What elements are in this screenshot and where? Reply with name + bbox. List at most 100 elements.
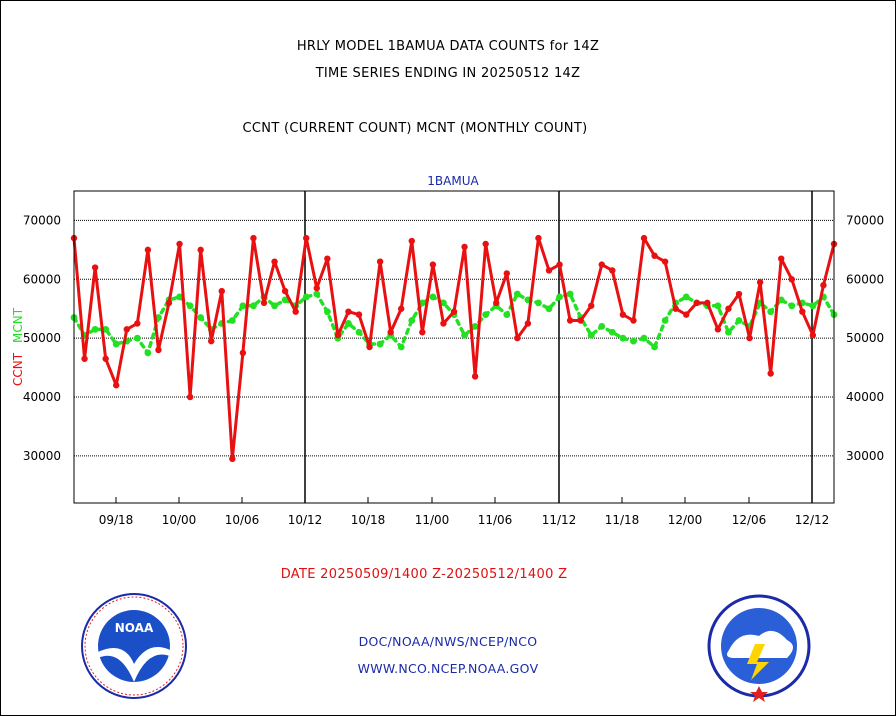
ccnt-point [588,302,595,309]
noaa-logo-text: NOAA [115,621,154,635]
mcnt-point [313,290,321,298]
ccnt-point [324,255,331,262]
ccnt-point [419,329,426,336]
ccnt-point [281,287,289,295]
date-range-label: DATE 20250509/1400 Z-20250512/1400 Z [280,567,568,582]
mcnt-point [482,311,490,319]
ccnt-point [598,261,605,268]
footer-org: DOC/NOAA/NWS/NCEP/NCO [358,634,538,649]
ccnt-point [398,305,405,312]
mcnt-point [302,293,310,301]
ccnt-point [440,320,447,327]
ccnt-point [134,320,141,327]
mcnt-point [471,322,479,330]
y-tick-label-right: 70000 [846,213,884,227]
ccnt-point [640,234,648,242]
y-tick-label-left: 70000 [23,213,61,227]
ccnt-point [366,343,373,351]
y-tick-label-right: 50000 [846,331,884,345]
mcnt-point [355,328,363,336]
x-tick-label: 11/12 [542,513,577,527]
mcnt-point [503,311,511,319]
ccnt-point [778,255,785,262]
mcnt-point [176,293,183,301]
ccnt-point [186,393,194,401]
mcnt-point [640,334,648,342]
mcnt-point [788,302,796,310]
mcnt-point [598,322,606,330]
mcnt-point [630,337,637,345]
ccnt-point [693,299,700,307]
ccnt-point [545,267,553,274]
x-tick-label: 10/18 [351,513,386,527]
ccnt-point [144,246,152,254]
mcnt-point [186,302,194,310]
ccnt-point [767,370,774,377]
mcnt-point [429,293,437,301]
mcnt-point [556,293,563,301]
ccnt-point [683,311,690,318]
ccnt-point [91,264,99,271]
mcnt-point [91,325,99,333]
x-tick-label: 11/18 [605,513,640,527]
ccnt-point [556,261,563,268]
nws-logo [707,594,811,702]
y-tick-label-left: 60000 [23,272,61,286]
ccnt-point [176,240,183,248]
mcnt-point [133,334,141,342]
ccnt-point [788,276,795,283]
x-tick-labels: 09/18 10/00 10/06 10/12 10/18 11/00 11/06 11/12… [99,497,829,527]
ccnt-point [619,311,627,318]
footer-url[interactable]: WWW.NCO.NCEP.NOAA.GOV [357,661,539,676]
mcnt-point [408,317,416,324]
chart-title: HRLY MODEL 1BAMUA DATA COUNTS for 14Z [296,39,600,54]
ccnt-point [630,317,637,324]
mcnt-point [777,296,785,304]
y-tick-label-right: 40000 [846,390,884,404]
mcnt-point [545,305,553,313]
mcnt-point [323,308,331,316]
mcnt-point [535,299,542,307]
ccnt-point [197,246,204,254]
ccnt-point [313,284,320,292]
mcnt-point [619,334,627,342]
ccnt-point [165,299,173,307]
ccnt-point [208,337,215,345]
ccnt-point [292,308,299,315]
y-tick-label-right: 30000 [846,449,884,463]
ccnt-point [704,299,711,307]
mcnt-point [345,320,352,327]
mcnt-point [281,296,289,304]
ccnt-point [123,326,130,333]
x-tick-label: 12/06 [732,513,767,527]
mcnt-point [271,302,278,310]
mcnt-point [566,290,574,298]
ccnt-point [746,334,753,342]
mcnt-point [682,293,690,301]
ccnt-point [260,299,268,307]
ccnt-point [820,281,827,289]
mcnt-point [376,340,384,348]
grid-lines [74,219,834,457]
mcnt-point [587,331,595,339]
ccnt-point [376,258,384,265]
mcnt-point [228,317,236,324]
ccnt-point [493,299,500,307]
ccnt-point [429,261,437,268]
x-tick-label: 11/00 [415,513,450,527]
x-tick-label: 10/00 [162,513,197,527]
ccnt-point [809,332,817,339]
noaa-logo: NOAA [81,593,187,699]
ccnt-point [345,308,352,315]
ccnt-point [799,308,806,315]
y-tick-label-left: 40000 [23,390,61,404]
ccnt-point [461,243,468,251]
ccnt-series [70,234,838,463]
ccnt-point [355,311,363,318]
y-tick-label-left: 30000 [23,449,61,463]
ccnt-point [155,346,162,354]
mcnt-point [197,314,205,321]
ccnt-point [239,349,247,357]
plot-border [73,190,835,504]
